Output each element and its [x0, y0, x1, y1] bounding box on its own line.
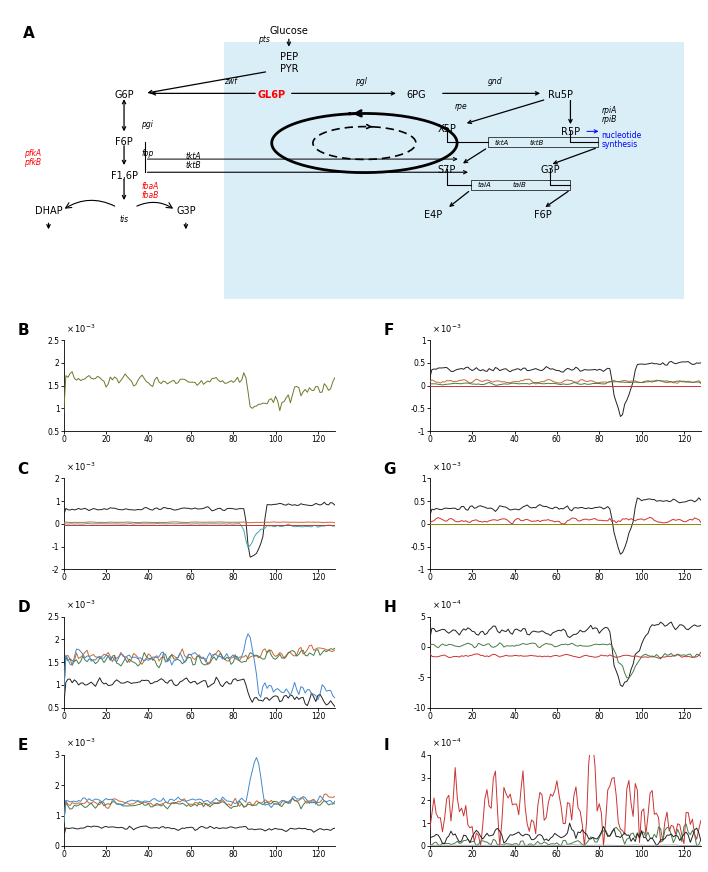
Text: tktB: tktB	[185, 160, 202, 169]
FancyBboxPatch shape	[224, 42, 684, 299]
Text: GL6P: GL6P	[258, 91, 286, 100]
Text: G3P: G3P	[540, 165, 559, 175]
Text: $\times\,10^{-3}$: $\times\,10^{-3}$	[67, 460, 96, 473]
Text: B: B	[18, 324, 29, 338]
Text: $\times\,10^{-4}$: $\times\,10^{-4}$	[433, 737, 462, 749]
Text: pgl: pgl	[355, 77, 367, 86]
Text: X5P: X5P	[438, 124, 456, 134]
Text: $\times\,10^{-3}$: $\times\,10^{-3}$	[433, 460, 462, 473]
Text: tktA: tktA	[185, 152, 202, 160]
Text: gnd: gnd	[488, 77, 502, 86]
Text: DHAP: DHAP	[35, 206, 62, 216]
Text: tktB: tktB	[530, 140, 544, 146]
Text: C: C	[18, 461, 29, 476]
Text: R5P: R5P	[561, 127, 580, 137]
Text: pts: pts	[258, 36, 270, 44]
Text: $\times\,10^{-3}$: $\times\,10^{-3}$	[433, 323, 462, 335]
Text: D: D	[18, 600, 30, 615]
Text: $\times\,10^{-3}$: $\times\,10^{-3}$	[67, 599, 96, 611]
Text: Ru5P: Ru5P	[547, 91, 573, 100]
Text: G3P: G3P	[176, 206, 195, 216]
Text: pfkB: pfkB	[25, 158, 42, 167]
Text: tktA: tktA	[495, 140, 509, 146]
Text: $\times\,10^{-4}$: $\times\,10^{-4}$	[433, 599, 462, 611]
Text: nucleotide: nucleotide	[601, 131, 641, 140]
Text: H: H	[384, 600, 396, 615]
Text: E4P: E4P	[424, 210, 442, 221]
Text: G: G	[384, 461, 396, 476]
Text: PYR: PYR	[280, 65, 298, 74]
Text: F1,6P: F1,6P	[110, 171, 137, 181]
Text: fbaA: fbaA	[141, 182, 159, 191]
Text: pgi: pgi	[141, 119, 153, 128]
Text: talA: talA	[478, 182, 491, 188]
Text: pfkA: pfkA	[25, 149, 42, 158]
Text: F6P: F6P	[115, 137, 133, 147]
Text: fbp: fbp	[141, 149, 154, 158]
Text: rpe: rpe	[455, 102, 467, 111]
Text: zwf: zwf	[224, 77, 237, 86]
Text: $\times\,10^{-3}$: $\times\,10^{-3}$	[67, 323, 96, 335]
Text: tis: tis	[120, 215, 129, 223]
Text: fbaB: fbaB	[141, 191, 159, 200]
Text: E: E	[18, 738, 28, 753]
Text: talB: talB	[512, 182, 526, 188]
Text: S7P: S7P	[438, 165, 456, 175]
Text: F6P: F6P	[534, 210, 552, 221]
Text: 6PG: 6PG	[406, 91, 426, 100]
Text: G6P: G6P	[114, 91, 134, 100]
Text: synthesis: synthesis	[601, 140, 638, 149]
Text: I: I	[384, 738, 389, 753]
Text: $\times\,10^{-3}$: $\times\,10^{-3}$	[67, 737, 96, 749]
Text: F: F	[384, 324, 394, 338]
Text: Glucose: Glucose	[270, 26, 308, 36]
Text: PEP: PEP	[280, 52, 298, 63]
Text: A: A	[23, 26, 35, 41]
Text: rpiA: rpiA	[601, 106, 617, 115]
Text: rpiB: rpiB	[601, 115, 617, 124]
